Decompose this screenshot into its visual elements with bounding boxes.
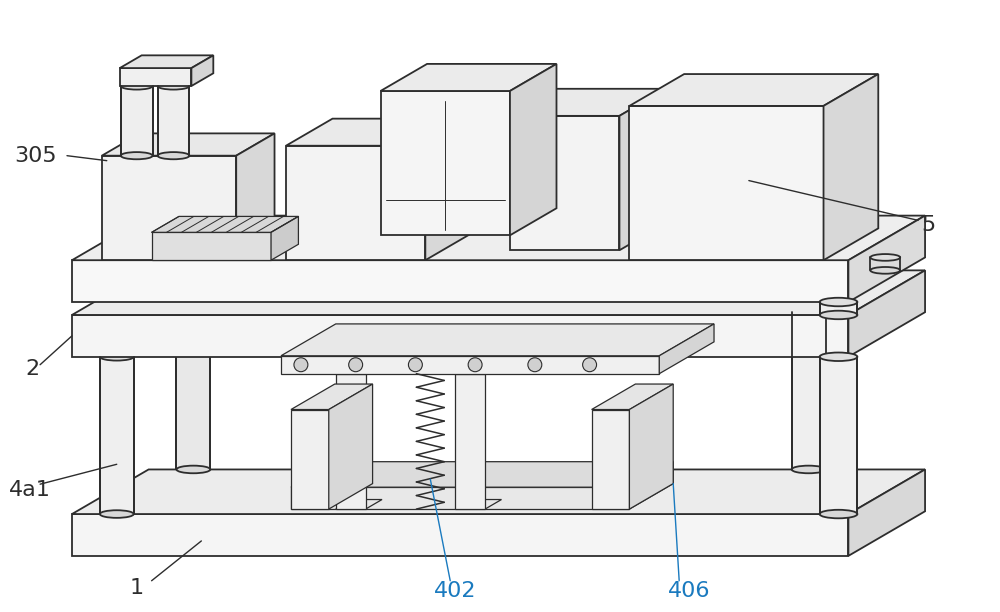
Polygon shape — [619, 89, 666, 250]
Polygon shape — [329, 384, 373, 509]
Polygon shape — [848, 215, 925, 302]
Polygon shape — [72, 271, 925, 315]
Text: 4a1: 4a1 — [9, 480, 51, 500]
Polygon shape — [286, 119, 472, 146]
Polygon shape — [286, 146, 425, 260]
Polygon shape — [121, 86, 153, 155]
Polygon shape — [455, 374, 485, 509]
Ellipse shape — [870, 267, 900, 274]
Polygon shape — [152, 233, 271, 260]
Polygon shape — [120, 68, 191, 86]
Polygon shape — [792, 312, 826, 469]
Polygon shape — [336, 374, 366, 509]
Polygon shape — [291, 409, 329, 509]
Text: 406: 406 — [668, 581, 710, 601]
Ellipse shape — [820, 298, 857, 306]
Text: 305: 305 — [14, 146, 57, 166]
Polygon shape — [102, 155, 236, 260]
Polygon shape — [425, 119, 472, 260]
Ellipse shape — [820, 510, 857, 518]
Polygon shape — [281, 356, 659, 374]
Ellipse shape — [100, 353, 134, 360]
Circle shape — [528, 358, 542, 371]
Polygon shape — [820, 302, 857, 315]
Polygon shape — [381, 64, 556, 91]
Polygon shape — [629, 74, 878, 106]
Polygon shape — [848, 271, 925, 357]
Polygon shape — [176, 312, 210, 469]
Polygon shape — [120, 55, 213, 68]
Polygon shape — [870, 258, 900, 271]
Text: 402: 402 — [434, 581, 476, 601]
Ellipse shape — [792, 308, 826, 316]
Ellipse shape — [100, 510, 134, 518]
Polygon shape — [72, 260, 848, 302]
Polygon shape — [629, 461, 673, 509]
Polygon shape — [629, 384, 673, 509]
Ellipse shape — [870, 254, 900, 261]
Ellipse shape — [820, 353, 857, 361]
Text: 5: 5 — [921, 215, 935, 236]
Polygon shape — [336, 499, 382, 509]
Polygon shape — [102, 133, 275, 155]
Polygon shape — [281, 324, 714, 356]
Polygon shape — [510, 64, 556, 236]
Polygon shape — [381, 91, 510, 236]
Polygon shape — [291, 461, 673, 487]
Polygon shape — [291, 384, 373, 409]
Text: 2: 2 — [25, 359, 39, 379]
Polygon shape — [629, 106, 824, 260]
Circle shape — [583, 358, 597, 371]
Circle shape — [408, 358, 422, 371]
Polygon shape — [72, 514, 848, 556]
Circle shape — [468, 358, 482, 371]
Polygon shape — [659, 324, 714, 374]
Circle shape — [294, 358, 308, 371]
Ellipse shape — [820, 311, 857, 319]
Polygon shape — [291, 487, 629, 509]
Polygon shape — [72, 315, 848, 357]
Polygon shape — [455, 499, 501, 509]
Polygon shape — [158, 86, 189, 155]
Polygon shape — [72, 469, 925, 514]
Polygon shape — [592, 409, 629, 509]
Polygon shape — [271, 217, 298, 260]
Polygon shape — [510, 116, 619, 250]
Polygon shape — [592, 384, 673, 409]
Polygon shape — [820, 357, 857, 514]
Polygon shape — [100, 357, 134, 514]
Polygon shape — [152, 217, 298, 233]
Polygon shape — [191, 55, 213, 86]
Circle shape — [349, 358, 363, 371]
Ellipse shape — [121, 83, 153, 89]
Ellipse shape — [176, 466, 210, 473]
Polygon shape — [510, 89, 666, 116]
Polygon shape — [72, 215, 925, 260]
Polygon shape — [824, 74, 878, 260]
Ellipse shape — [792, 466, 826, 473]
Ellipse shape — [158, 152, 189, 159]
Ellipse shape — [176, 308, 210, 316]
Text: 1: 1 — [130, 578, 144, 598]
Polygon shape — [236, 133, 275, 260]
Ellipse shape — [121, 152, 153, 159]
Polygon shape — [848, 469, 925, 556]
Ellipse shape — [158, 83, 189, 89]
